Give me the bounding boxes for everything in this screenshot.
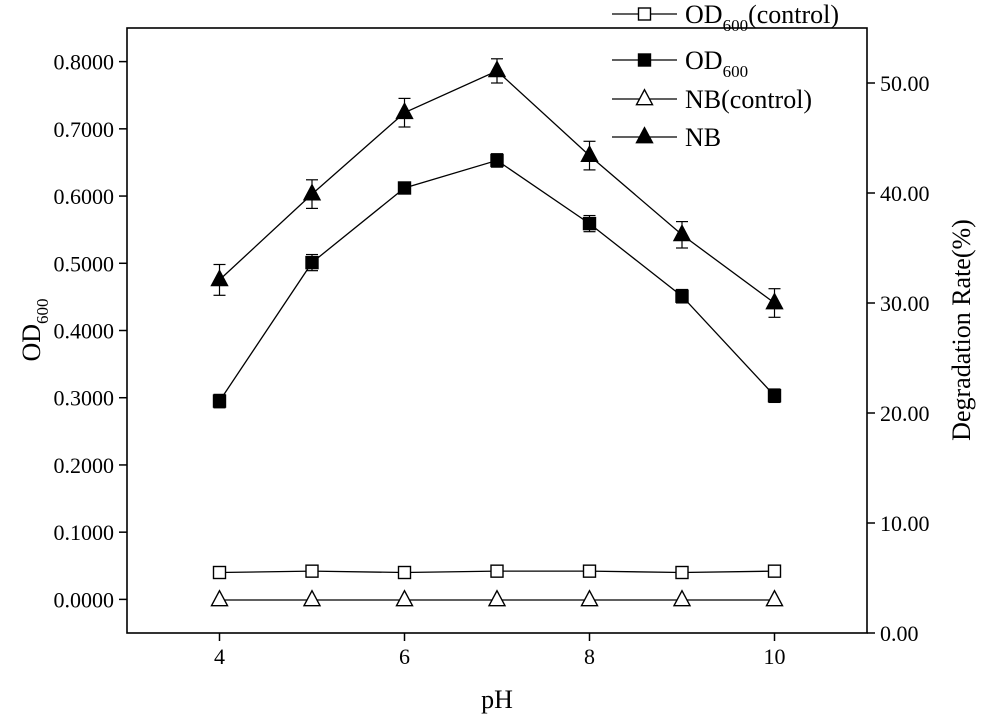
data-point-nb_control [672,589,692,607]
y-tick-label: 0.4000 [54,319,115,344]
data-point-nb_control [302,589,322,607]
series-layer [210,58,784,607]
data-point-od [305,255,319,270]
data-point-od [582,216,597,231]
data-point-od [490,153,504,168]
series-od [212,153,782,409]
data-point-nb_control [765,589,784,607]
series-nb [210,58,784,318]
legend-label-suffix: (control) [748,0,839,29]
data-point-od_control [397,565,412,580]
x-tick-label: 8 [584,644,595,669]
series-od_control [212,564,782,580]
legend-marker [635,88,654,106]
series-line-od [218,159,775,402]
data-point-nb [487,60,507,78]
x-tick-label: 6 [399,644,410,669]
y2-tick-label: 30.00 [880,291,930,316]
y-axis-title-main: OD [17,324,46,362]
data-point-od_control [212,565,227,580]
y-axis-left: 0.0000 0.1000 0.2000 0.3000 0.4000 0.5000 0.60… [54,50,127,612]
data-point-od_control [305,564,319,578]
y2-tick-label: 20.00 [880,401,930,426]
data-point-nb_control [487,589,507,607]
legend-label-main: NB(control) [685,85,812,114]
series-nb_control [210,589,784,607]
x-tick-label: 4 [214,644,225,669]
legend-label: OD600 [685,46,748,81]
y-tick-label: 0.7000 [54,117,115,142]
data-point-nb_control [395,589,414,607]
legend-label-main: NB [685,123,721,152]
data-point-od_control [490,564,504,578]
legend-label: OD600(control) [685,0,839,35]
x-axis: 4 6 8 10 [214,633,786,669]
y-tick-label: 0.8000 [54,50,115,75]
data-point-nb [210,269,229,287]
legend-item-od: OD600 [612,46,748,81]
legend-label: NB [685,123,721,152]
y-tick-label: 0.6000 [54,184,115,209]
legend-marker [637,53,652,67]
data-point-od [212,394,227,408]
legend-marker [637,7,652,21]
legend-item-od_control: OD600(control) [612,0,839,35]
legend-label-sub: 600 [723,16,749,35]
legend-marker [635,126,654,144]
legend-label: NB(control) [685,85,812,114]
data-point-nb [765,292,784,310]
legend-item-nb: NB [612,123,721,152]
y2-tick-label: 40.00 [880,181,930,206]
data-point-od_control [582,564,597,578]
y2-tick-label: 10.00 [880,511,930,536]
y-axis-title-sub: 600 [33,298,52,324]
data-point-od [767,389,782,403]
data-point-nb [302,183,322,201]
y2-tick-label: 50.00 [880,71,930,96]
legend-item-nb_control: NB(control) [612,85,812,114]
data-point-od [675,289,689,303]
data-point-nb_control [580,589,599,607]
legend-label-sub: 600 [723,62,749,81]
legend-label-main: OD [685,0,723,29]
y-tick-label: 0.2000 [54,453,115,478]
y-tick-label: 0.3000 [54,386,115,411]
y-axis-title: OD600 [17,298,52,361]
x-axis-title: pH [481,685,513,714]
data-point-nb_control [210,589,229,607]
legend-label-main: OD [685,46,723,75]
x-tick-label: 10 [764,644,786,669]
y2-tick-label: 0.00 [880,621,919,646]
y-tick-label: 0.0000 [54,587,115,612]
data-point-od_control [767,564,782,578]
data-point-od_control [675,565,689,580]
y-tick-label: 0.1000 [54,520,115,545]
plot-frame [126,27,868,634]
data-point-od [397,181,412,195]
data-point-nb [395,101,414,120]
data-point-nb [672,224,692,242]
y-tick-label: 0.5000 [54,251,115,276]
y-axis-right: 0.00 10.00 20.00 30.00 40.00 50.00 [867,71,930,646]
y2-axis-title: Degradation Rate(%) [947,219,976,441]
data-point-nb [580,144,599,163]
